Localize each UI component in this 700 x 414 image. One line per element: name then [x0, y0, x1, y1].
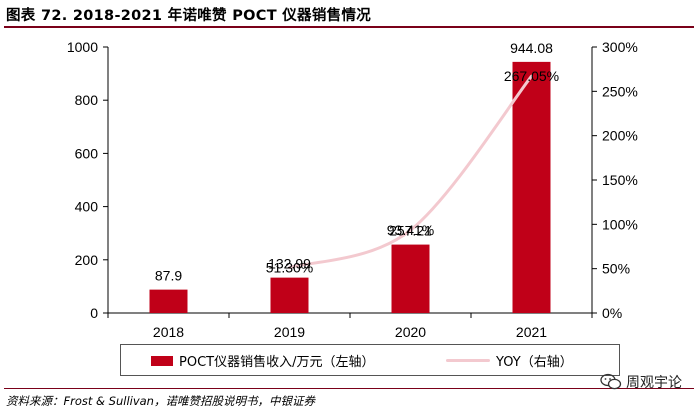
x-tick-label: 2018 [153, 324, 184, 340]
legend-bar-swatch [151, 355, 173, 366]
right-tick-label: 300% [602, 39, 638, 55]
bar-2018 [149, 289, 188, 313]
left-tick-label: 400 [75, 199, 99, 215]
left-tick-label: 0 [90, 305, 98, 321]
watermark: 周观宇论 [600, 372, 682, 392]
legend-line-swatch [446, 359, 490, 362]
chart-legend: POCT仪器销售收入/万元（左轴） YOY（右轴） [120, 344, 620, 376]
yoy-value-label: 93.41% [387, 222, 434, 238]
right-tick-label: 200% [602, 128, 638, 144]
yoy-value-label: 51.30% [266, 260, 313, 276]
x-tick-label: 2020 [395, 324, 426, 340]
bar-value-label: 257.21 [389, 223, 432, 239]
x-tick-label: 2021 [516, 324, 547, 340]
legend-item-line: YOY（右轴） [446, 351, 573, 370]
right-tick-label: 150% [602, 172, 638, 188]
watermark-text: 周观宇论 [626, 375, 682, 391]
left-tick-label: 1000 [67, 39, 98, 55]
source-note: 资料来源：Frost & Sullivan，诺唯赞招股说明书，中银证券 [6, 394, 315, 408]
right-tick-label: 250% [602, 83, 638, 99]
legend-bar-label: POCT仪器销售收入/万元（左轴） [179, 355, 375, 370]
left-tick-label: 600 [75, 145, 99, 161]
bar-2019 [270, 277, 309, 313]
legend-line-label: YOY（右轴） [496, 355, 573, 370]
left-tick-label: 800 [75, 92, 99, 108]
bar-value-label: 87.9 [155, 268, 182, 284]
bar-2020 [391, 244, 430, 313]
right-tick-label: 50% [602, 261, 630, 277]
bar-2021 [512, 61, 551, 313]
title-divider [4, 26, 694, 28]
yoy-value-label: 267.05% [504, 68, 559, 84]
wechat-icon [600, 373, 622, 390]
bar-value-label: 944.08 [510, 40, 553, 56]
legend-item-bar: POCT仪器销售收入/万元（左轴） [151, 351, 374, 370]
right-tick-label: 0% [602, 305, 622, 321]
right-tick-label: 100% [602, 216, 638, 232]
yoy-line [288, 74, 533, 270]
left-tick-label: 200 [75, 252, 99, 268]
footer-divider [4, 388, 694, 389]
figure-title: 图表 72. 2018-2021 年诺唯赞 POCT 仪器销售情况 [6, 8, 372, 24]
x-tick-label: 2019 [274, 324, 305, 340]
bar-value-label: 132.99 [268, 256, 311, 272]
